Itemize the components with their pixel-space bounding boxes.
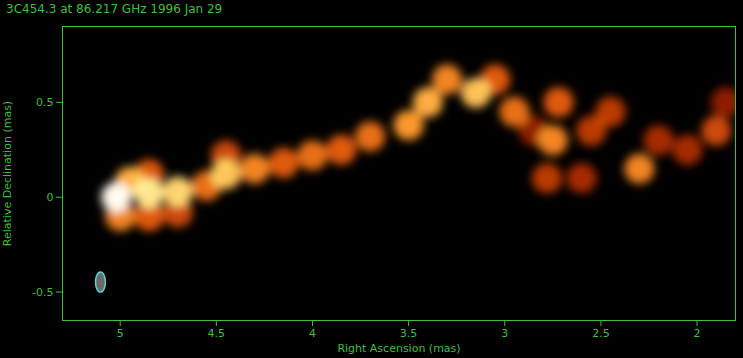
svg-text:4: 4 [309, 327, 316, 340]
svg-text:Relative Declination (mas): Relative Declination (mas) [1, 101, 14, 246]
svg-text:0.5: 0.5 [36, 96, 54, 109]
svg-text:0: 0 [47, 191, 54, 204]
svg-text:3: 3 [501, 327, 508, 340]
svg-text:2.5: 2.5 [592, 327, 610, 340]
svg-text:-0.5: -0.5 [32, 286, 53, 299]
html-text:3C454.3 at 86.217 GHz 1996 Jan: 3C454.3 at 86.217 GHz 1996 Jan 29 [6, 2, 223, 16]
svg-text:4.5: 4.5 [208, 327, 226, 340]
svg-text:2: 2 [694, 327, 701, 340]
svg-text:Right Ascension (mas): Right Ascension (mas) [337, 342, 460, 355]
svg-text:3.5: 3.5 [400, 327, 418, 340]
svg-text:5: 5 [117, 327, 124, 340]
